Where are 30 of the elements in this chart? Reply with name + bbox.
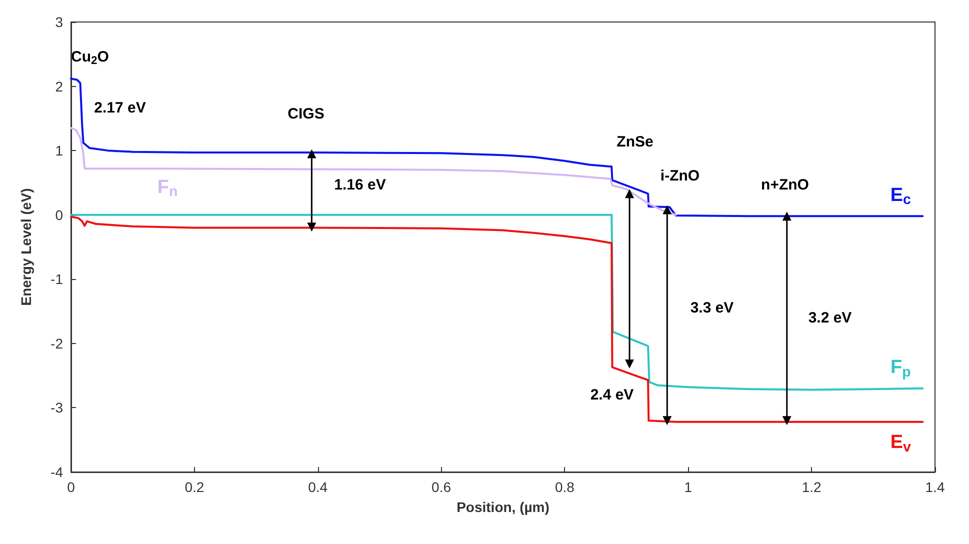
line-series — [70, 78, 924, 218]
annotation: 3.3 eV — [690, 300, 734, 316]
annotation: 3.2 eV — [808, 310, 852, 326]
x-axis-title: Position, (µm) — [456, 499, 550, 515]
y-tick-label: -1 — [50, 271, 64, 288]
line-series — [70, 216, 924, 423]
annotation: 2.17 eV — [94, 100, 146, 116]
y-tick-label: 0 — [55, 206, 64, 223]
x-tick-label: 0.6 — [432, 479, 452, 495]
y-tick-label: 1 — [55, 142, 64, 159]
x-tick-label: 1.2 — [802, 479, 822, 495]
x-tick-label: 0 — [67, 479, 76, 495]
y-tick-label: -4 — [50, 464, 64, 480]
annotation: 1.16 eV — [334, 176, 386, 194]
y-axis-title: Energy Level (eV) — [18, 188, 34, 306]
x-tick-label: 0.2 — [184, 479, 204, 495]
y-tick-label: 2 — [55, 78, 64, 94]
annotation: CIGS — [288, 106, 324, 122]
x-tick-label: 1.4 — [925, 479, 945, 495]
annotation: i-ZnO — [660, 168, 700, 184]
x-tick-label: 1 — [684, 479, 692, 495]
x-tick-label: 0.8 — [554, 479, 575, 495]
line-series — [70, 214, 924, 391]
y-tick-label: -3 — [50, 400, 64, 416]
annotation: ZnSe — [616, 134, 654, 150]
annotation: n+ZnO — [761, 176, 810, 194]
y-tick-label: 3 — [55, 14, 64, 30]
annotation: 2.4 eV — [590, 386, 634, 404]
x-tick-label: 0.4 — [308, 479, 328, 495]
y-tick-label: -2 — [50, 335, 64, 352]
